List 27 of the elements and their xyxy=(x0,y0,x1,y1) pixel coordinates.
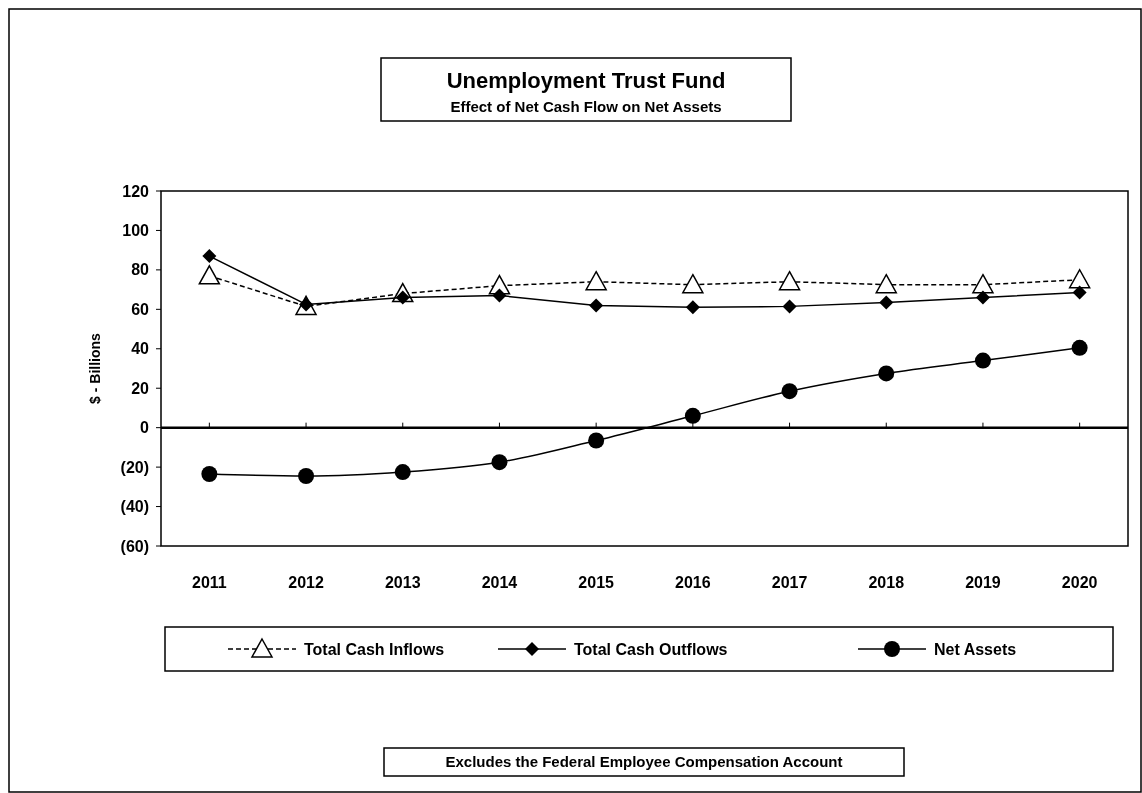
text: Excludes the Federal Employee Compensation Account xyxy=(445,753,843,771)
x-tick-label: 2012 xyxy=(288,574,324,591)
legend-label: Total Cash Outflows xyxy=(574,640,728,658)
chart-title: Unemployment Trust Fund xyxy=(446,68,726,93)
y-tick-label: (20) xyxy=(120,458,149,476)
y-tick-label: 120 xyxy=(122,182,150,200)
chart-subtitle: Effect of Net Cash Flow on Net Assets xyxy=(450,98,722,115)
y-tick-label: (60) xyxy=(120,537,149,555)
y-tick-label: 20 xyxy=(131,379,150,397)
legend-label: Total Cash Inflows xyxy=(304,640,445,658)
y-tick-label: 60 xyxy=(131,300,150,318)
x-tick-label: 2016 xyxy=(675,574,711,591)
y-tick-label: 0 xyxy=(140,419,150,437)
x-tick-label: 2020 xyxy=(1061,574,1098,591)
x-tick-label: 2018 xyxy=(868,574,905,591)
y-tick-label: 40 xyxy=(131,340,150,358)
x-tick-label: 2013 xyxy=(384,574,421,591)
y-axis-title: $ - Billions xyxy=(87,332,103,404)
x-tick-label: 2011 xyxy=(191,574,227,591)
legend-label: Net Assets xyxy=(934,640,1017,658)
y-tick-label: (40) xyxy=(120,498,149,516)
x-tick-label: 2019 xyxy=(965,574,1001,591)
y-tick-label: 80 xyxy=(131,261,150,279)
x-tick-label: 2014 xyxy=(481,574,518,591)
x-tick-label: 2017 xyxy=(771,574,808,591)
y-tick-label: 100 xyxy=(122,222,150,240)
x-tick-label: 2015 xyxy=(578,574,615,591)
